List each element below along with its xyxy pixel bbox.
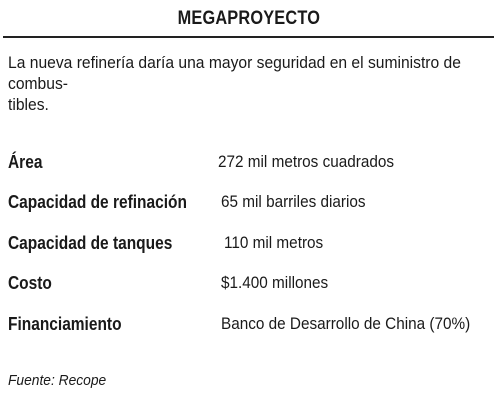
fact-value: 272 mil metros cuadrados bbox=[218, 152, 395, 171]
fact-label: Costo bbox=[8, 273, 52, 293]
fact-label: Capacidad de tanques bbox=[8, 233, 173, 253]
fact-value: $1.400 millones bbox=[221, 273, 329, 292]
fact-label: Financiamiento bbox=[8, 314, 122, 334]
fact-value: 110 mil metros bbox=[224, 233, 324, 252]
infobox-title: MEGAPROYECTO bbox=[177, 8, 320, 29]
title-bar: MEGAPROYECTO bbox=[3, 0, 494, 38]
fact-label: Área bbox=[8, 152, 43, 172]
fact-row-cost: Costo $1.400 millones bbox=[0, 273, 500, 297]
fact-label: Capacidad de refinación bbox=[8, 192, 187, 212]
intro-text: La nueva refinería daría una mayor segur… bbox=[8, 52, 494, 115]
source-credit: Fuente: Recope bbox=[8, 372, 107, 389]
intro-line-2: tibles. bbox=[8, 95, 49, 114]
fact-row-area: Área 272 mil metros cuadrados bbox=[0, 152, 500, 176]
fact-value: 65 mil barriles diarios bbox=[221, 192, 366, 211]
fact-row-refining-capacity: Capacidad de refinación 65 mil barriles … bbox=[0, 192, 500, 216]
fact-row-tank-capacity: Capacidad de tanques 110 mil metros bbox=[0, 233, 500, 257]
intro-line-1: La nueva refinería daría una mayor segur… bbox=[8, 53, 461, 93]
fact-value: Banco de Desarrollo de China (70%) bbox=[221, 314, 471, 333]
fact-row-financing: Financiamiento Banco de Desarrollo de Ch… bbox=[0, 314, 500, 338]
